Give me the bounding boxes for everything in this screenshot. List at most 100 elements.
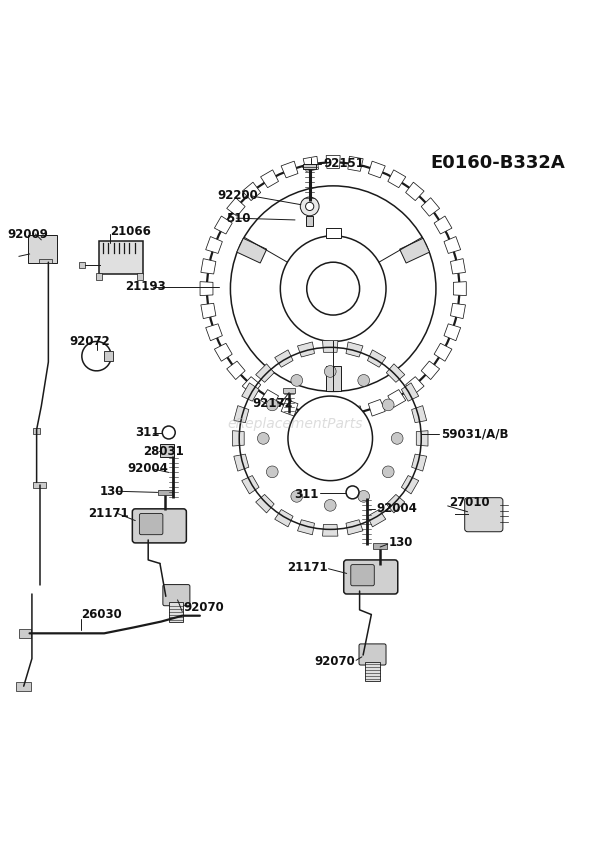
Polygon shape — [368, 509, 386, 527]
FancyBboxPatch shape — [465, 497, 503, 532]
Text: 59031/A/B: 59031/A/B — [441, 427, 508, 440]
Polygon shape — [297, 342, 314, 357]
Polygon shape — [326, 366, 341, 391]
Polygon shape — [434, 216, 452, 234]
FancyBboxPatch shape — [139, 514, 163, 535]
Circle shape — [207, 163, 460, 415]
Circle shape — [288, 396, 372, 481]
Text: E0160-B332A: E0160-B332A — [430, 154, 565, 171]
Polygon shape — [450, 304, 466, 318]
Text: 21066: 21066 — [110, 225, 151, 238]
Polygon shape — [417, 431, 428, 446]
Polygon shape — [326, 156, 340, 169]
Polygon shape — [281, 400, 298, 416]
FancyBboxPatch shape — [351, 565, 374, 586]
Text: 21171: 21171 — [287, 561, 327, 574]
Polygon shape — [386, 364, 405, 382]
Circle shape — [382, 466, 394, 477]
Polygon shape — [348, 406, 363, 421]
Polygon shape — [261, 170, 278, 188]
Text: 92072: 92072 — [69, 335, 110, 348]
Polygon shape — [399, 238, 430, 263]
Polygon shape — [434, 343, 452, 362]
Polygon shape — [16, 682, 31, 691]
Polygon shape — [206, 236, 222, 253]
Text: 510: 510 — [227, 212, 251, 225]
Polygon shape — [275, 509, 293, 527]
Text: 92151: 92151 — [323, 157, 364, 170]
Polygon shape — [158, 490, 172, 496]
Text: 311: 311 — [135, 426, 160, 439]
Polygon shape — [242, 383, 259, 401]
Polygon shape — [401, 383, 419, 401]
Polygon shape — [306, 216, 313, 226]
Polygon shape — [137, 272, 143, 279]
Text: 26030: 26030 — [81, 608, 122, 621]
Polygon shape — [214, 343, 232, 362]
Polygon shape — [200, 282, 213, 296]
Polygon shape — [368, 349, 386, 368]
FancyBboxPatch shape — [365, 662, 379, 681]
Polygon shape — [323, 341, 338, 352]
Text: 130: 130 — [389, 536, 414, 549]
Text: 92070: 92070 — [183, 601, 224, 614]
Polygon shape — [255, 364, 274, 382]
Text: 130: 130 — [100, 484, 124, 497]
Text: 28031: 28031 — [143, 445, 184, 458]
Text: 27010: 27010 — [449, 497, 490, 509]
Polygon shape — [368, 400, 385, 416]
Polygon shape — [283, 388, 295, 393]
Text: 92004: 92004 — [376, 503, 417, 516]
Polygon shape — [412, 406, 427, 423]
Polygon shape — [405, 376, 424, 395]
Polygon shape — [201, 259, 216, 274]
Polygon shape — [453, 282, 466, 296]
Polygon shape — [386, 495, 405, 513]
Polygon shape — [242, 476, 259, 494]
Polygon shape — [234, 406, 249, 423]
Polygon shape — [373, 543, 387, 548]
Polygon shape — [206, 324, 222, 341]
Polygon shape — [444, 324, 461, 341]
Polygon shape — [326, 409, 340, 422]
Polygon shape — [303, 163, 316, 170]
FancyBboxPatch shape — [160, 445, 174, 458]
Circle shape — [300, 197, 319, 215]
Circle shape — [382, 399, 394, 411]
Polygon shape — [232, 431, 244, 446]
Polygon shape — [227, 361, 245, 380]
Polygon shape — [96, 272, 102, 279]
Text: 92172: 92172 — [253, 397, 293, 410]
Circle shape — [324, 366, 336, 377]
Polygon shape — [255, 495, 274, 513]
Text: 21171: 21171 — [88, 507, 129, 520]
FancyBboxPatch shape — [132, 509, 186, 543]
Polygon shape — [19, 629, 31, 638]
Text: 92009: 92009 — [7, 227, 48, 240]
Polygon shape — [242, 183, 261, 201]
Polygon shape — [227, 198, 245, 216]
Text: 92070: 92070 — [314, 655, 355, 668]
Polygon shape — [80, 262, 86, 268]
Circle shape — [358, 490, 369, 503]
FancyBboxPatch shape — [104, 351, 113, 362]
Circle shape — [280, 236, 386, 342]
Polygon shape — [303, 406, 319, 421]
Polygon shape — [405, 183, 424, 201]
Polygon shape — [214, 216, 232, 234]
Polygon shape — [275, 349, 293, 368]
Polygon shape — [401, 476, 419, 494]
Circle shape — [391, 432, 403, 445]
Polygon shape — [39, 259, 52, 263]
Circle shape — [307, 262, 359, 315]
Polygon shape — [323, 524, 338, 536]
Circle shape — [291, 375, 303, 387]
Polygon shape — [450, 259, 466, 274]
Polygon shape — [368, 161, 385, 178]
Polygon shape — [201, 304, 216, 318]
Polygon shape — [281, 161, 298, 178]
Circle shape — [257, 432, 269, 445]
Circle shape — [291, 490, 303, 503]
Polygon shape — [444, 236, 461, 253]
FancyBboxPatch shape — [344, 560, 398, 594]
